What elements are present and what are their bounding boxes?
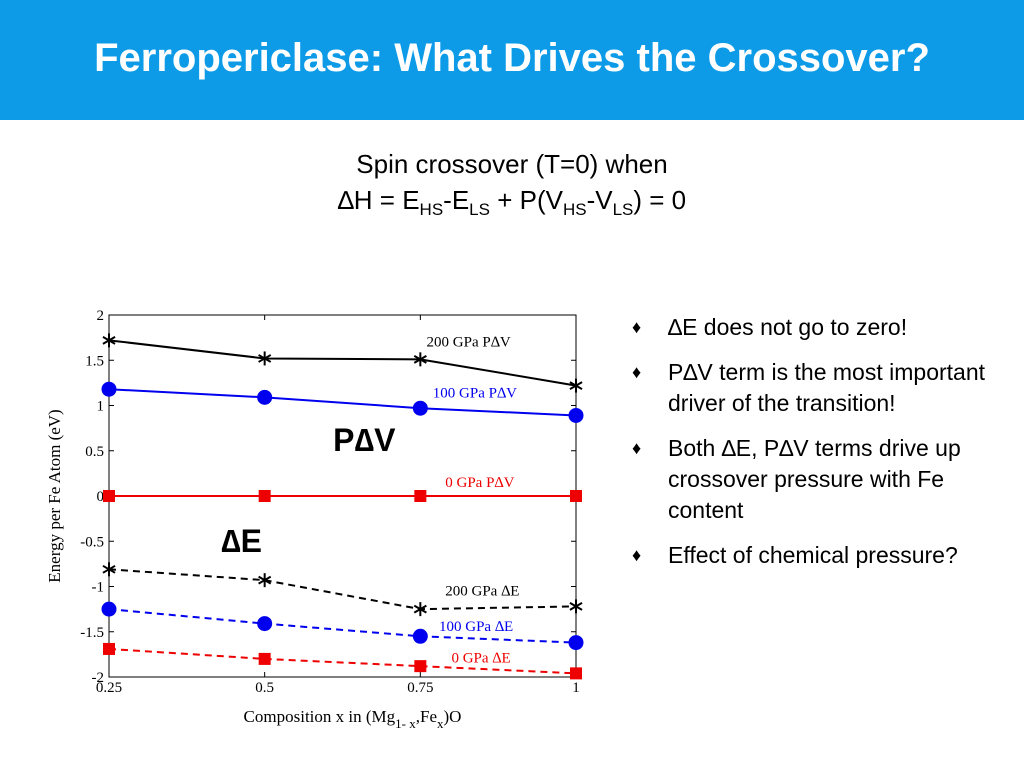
bullet-item: ♦ P∆V term is the most important driver o… (628, 357, 1008, 419)
x-axis-label-part: 1- x (395, 716, 416, 731)
data-point (413, 602, 427, 617)
x-axis-label-part: Composition x in (Mg (244, 707, 396, 726)
series-label: 0 GPa P∆V (445, 475, 514, 491)
data-point (103, 642, 115, 655)
bullet-item: ♦ ∆E does not go to zero! (628, 312, 1008, 343)
data-point (258, 490, 271, 502)
data-point (568, 407, 584, 423)
y-tick-label: -1 (92, 580, 105, 596)
slide-subtitle: Spin crossover (T=0) when ∆H = EHS-ELS +… (0, 146, 1024, 228)
data-point (101, 601, 117, 617)
data-point (414, 490, 427, 502)
series-label: 0 GPa ∆E (451, 651, 510, 667)
x-tick-label: 0.75 (407, 680, 433, 696)
subtitle-line2: ∆H = EHS-ELS + P(VHS-VLS) = 0 (0, 182, 1024, 228)
series-label: 200 GPa P∆V (427, 335, 511, 351)
chart-annotation: ∆E (221, 523, 262, 559)
y-tick-label: -1.5 (80, 625, 104, 641)
y-tick-label: 0.5 (85, 444, 104, 460)
subtitle-sub-hs2: HS (562, 200, 587, 220)
data-point (569, 599, 583, 614)
data-point (258, 652, 271, 665)
y-tick-label: 1 (97, 399, 105, 415)
chart-annotation: P∆V (333, 422, 396, 458)
series-line (108, 339, 577, 387)
bullet-item: ♦ Effect of chemical pressure? (628, 540, 1008, 571)
energy-chart: -2 -1.5 -1 -0.5 0 0.5 1 1.5 2 0.25 0.5 0.75 1 Composi… (45, 308, 584, 731)
y-tick-label: -2 (92, 670, 105, 686)
subtitle-part-b: -E (443, 185, 470, 215)
series-label: 100 GPa P∆V (433, 385, 517, 401)
data-point (412, 400, 428, 416)
bullet-text: Effect of chemical pressure? (668, 542, 958, 568)
subtitle-sub-ls2: LS (612, 200, 634, 220)
data-point (569, 378, 583, 393)
series-line (108, 568, 577, 611)
series-label: 100 GPa ∆E (439, 619, 513, 635)
data-point (258, 573, 272, 588)
subtitle-part-a: H = E (353, 185, 420, 215)
subtitle-part-e: ) = 0 (633, 185, 687, 215)
data-point (102, 333, 116, 348)
bullet-list: ♦ ∆E does not go to zero! ♦ P∆V term is th… (628, 312, 1008, 585)
data-point (101, 381, 117, 397)
subtitle-sub-hs: HS (419, 200, 444, 220)
data-point (258, 351, 272, 366)
x-axis-label: Composition x in (Mg1- x,Fex)O (244, 707, 462, 731)
diamond-bullet-icon: ♦ (632, 545, 642, 565)
bullet-text: P∆V term is the most important driver of… (668, 359, 986, 416)
subtitle-part-c: + P(V (489, 185, 563, 215)
diamond-bullet-icon: ♦ (632, 362, 642, 382)
subtitle-part-d: -V (586, 185, 613, 215)
slide-title: Ferropericlase: What Drives the Crossove… (94, 36, 930, 80)
data-point (257, 389, 273, 405)
diamond-bullet-icon: ♦ (632, 317, 642, 337)
bullet-text: ∆E does not go to zero! (668, 314, 908, 340)
subtitle-sub-ls: LS (469, 200, 490, 220)
data-point (570, 667, 582, 680)
subtitle-delta: ∆ (337, 185, 354, 215)
y-tick-label: 1.5 (85, 353, 104, 369)
title-bar: Ferropericlase: What Drives the Crossove… (0, 0, 1024, 120)
x-axis-label-part: )O (444, 707, 462, 726)
bullet-item: ♦ Both ∆E, P∆V terms drive up crossover p… (628, 433, 1008, 526)
y-tick-label: -0.5 (80, 534, 104, 550)
data-point (568, 635, 584, 651)
x-tick-label: 0.5 (255, 680, 274, 696)
data-point (257, 616, 273, 632)
x-tick-label: 1 (572, 680, 580, 696)
x-tick-label: 0.25 (96, 680, 122, 696)
bullet-text: Both ∆E, P∆V terms drive up crossover pr… (668, 435, 961, 523)
series-line (108, 608, 577, 644)
y-axis-label: Energy per Fe Atom (eV) (45, 409, 64, 582)
subtitle-line1: Spin crossover (T=0) when (356, 149, 668, 179)
x-axis-label-part: ,Fe (416, 707, 437, 726)
data-point (570, 490, 582, 502)
diamond-bullet-icon: ♦ (632, 438, 642, 458)
x-axis-label-part: x (437, 716, 444, 731)
series-line (108, 647, 577, 675)
data-point (413, 352, 427, 367)
y-tick-label: 0 (97, 489, 105, 505)
data-point (103, 490, 115, 502)
data-point (102, 562, 116, 577)
data-point (414, 660, 427, 673)
series-label: 200 GPa ∆E (445, 584, 519, 600)
data-point (412, 628, 428, 644)
y-tick-label: 2 (97, 308, 105, 324)
series-line (108, 388, 577, 417)
